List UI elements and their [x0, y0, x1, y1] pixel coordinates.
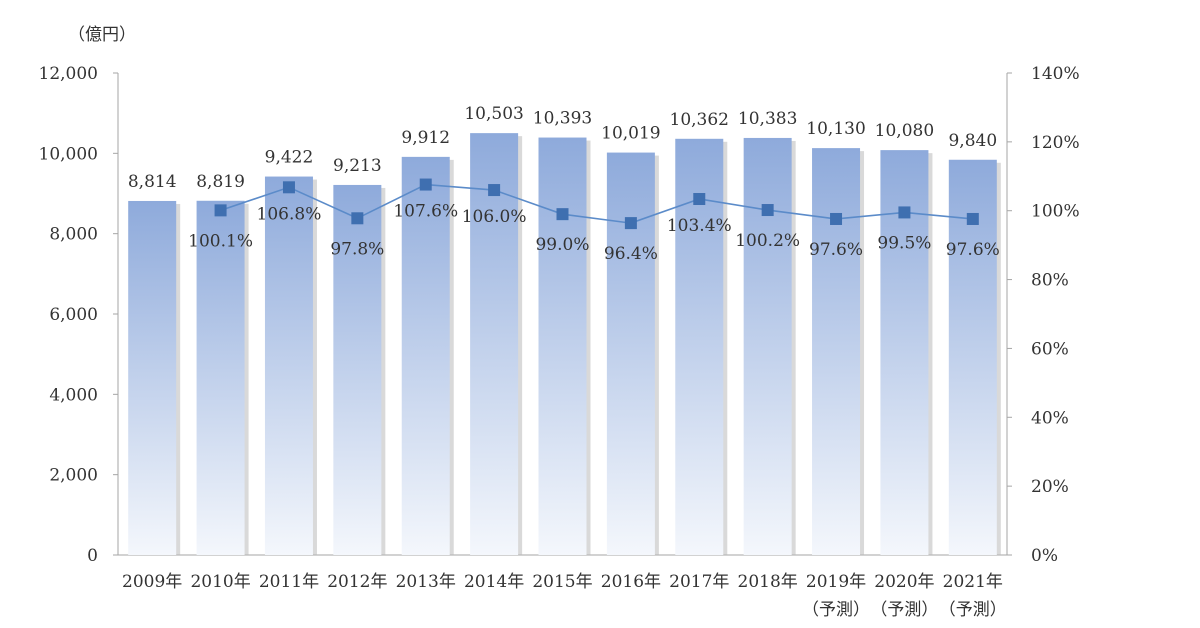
y-axis-unit-label: （億円） [68, 25, 136, 45]
right-axis-tick-label: 0% [1031, 546, 1058, 566]
growth-rate-marker [351, 212, 364, 225]
bar-value-label: 9,912 [401, 128, 450, 148]
growth-rate-marker [282, 181, 295, 194]
x-axis-category-label: 2012年 [327, 572, 387, 592]
growth-rate-line [214, 178, 979, 230]
right-axis-tick-label: 40% [1031, 408, 1069, 428]
bar-value-label: 9,213 [333, 156, 382, 176]
growth-rate-marker [693, 193, 706, 206]
x-axis-category-note: （予測） [939, 600, 1007, 620]
growth-rate-label: 99.0% [535, 235, 589, 255]
right-axis-tick-label: 100% [1031, 202, 1080, 222]
x-axis-category-label: 2010年 [190, 572, 250, 592]
axes: 0 2,000 4,000 6,000 8,000 10,000 12,000 0% 20% 40… [39, 64, 1080, 566]
x-axis-category-note: （予測） [870, 600, 938, 620]
bar-value-label: 8,814 [128, 172, 177, 192]
growth-rate-marker [556, 208, 569, 221]
left-axis-tick-label: 12,000 [39, 64, 98, 84]
right-axis-tick-label: 140% [1031, 64, 1080, 84]
left-axis-tick-label: 6,000 [49, 305, 98, 325]
bar-value-label: 9,422 [265, 148, 314, 168]
growth-rate-marker [488, 184, 501, 197]
x-axis-category-note: （予測） [802, 600, 870, 620]
bar-value-label: 10,383 [738, 109, 797, 129]
bar-value-label: 10,362 [670, 110, 729, 130]
right-axis-tick-label: 120% [1031, 133, 1080, 153]
bars [128, 133, 1001, 556]
bar [743, 137, 792, 555]
bar-value-label: 10,019 [601, 124, 660, 144]
x-axis-category-label: 2014年 [464, 572, 524, 592]
growth-rate-marker [966, 212, 979, 225]
x-axis-category-label: 2016年 [601, 572, 661, 592]
left-axis-tick-label: 4,000 [49, 385, 98, 405]
growth-rate-label: 96.4% [604, 244, 658, 264]
left-axis-tick-label: 2,000 [49, 466, 98, 486]
x-axis-category-label: 2009年 [122, 572, 182, 592]
x-axis-category-label: 2013年 [396, 572, 456, 592]
growth-rate-label: 107.6% [393, 202, 458, 222]
x-axis-category-label: 2018年 [738, 572, 798, 592]
bar [128, 200, 177, 555]
x-axis-category-label: 2017年 [669, 572, 729, 592]
bar-value-label: 9,840 [948, 131, 997, 151]
growth-rate-marker [761, 204, 774, 217]
x-axis-category-label: 2011年 [259, 572, 319, 592]
growth-rate-label: 106.0% [462, 207, 527, 227]
bar [948, 159, 997, 555]
growth-rate-marker [419, 178, 432, 191]
growth-rate-label: 97.8% [330, 239, 384, 259]
growth-rate-label: 103.4% [667, 216, 732, 236]
bar [333, 184, 382, 555]
bar-value-label: 10,393 [533, 109, 592, 129]
bar-value-label: 10,503 [464, 104, 523, 124]
growth-rate-marker [830, 212, 843, 225]
growth-rate-label: 97.6% [809, 240, 863, 260]
bar [675, 138, 724, 555]
left-axis-tick-label: 0 [87, 546, 98, 566]
right-axis-tick-label: 60% [1031, 339, 1069, 359]
growth-rate-label: 100.1% [188, 231, 253, 251]
bar-value-label: 8,819 [196, 172, 245, 192]
growth-rate-label: 97.6% [946, 240, 1000, 260]
bar [812, 148, 861, 555]
growth-rate-marker [898, 206, 911, 219]
x-axis-category-label: 2015年 [532, 572, 592, 592]
left-axis-tick-label: 8,000 [49, 225, 98, 245]
bar-value-label: 10,130 [806, 119, 865, 139]
bar [538, 137, 587, 555]
growth-rate-label: 106.8% [257, 204, 322, 224]
growth-rate-label: 100.2% [735, 231, 800, 251]
right-axis-tick-label: 20% [1031, 477, 1069, 497]
bar-value-label: 10,080 [875, 121, 934, 141]
bar [401, 156, 450, 556]
x-axis-category-label: 2019年 [806, 572, 866, 592]
right-axis-tick-label: 80% [1031, 271, 1069, 291]
bar [470, 133, 519, 555]
bar [606, 152, 655, 555]
growth-rate-line-path [220, 183, 973, 224]
bar [196, 200, 245, 555]
x-axis-category-label: 2021年 [943, 572, 1003, 592]
data-labels: 2009年 2010年 2011年 2012年 2013年 2014年 2015年 2016年… [122, 104, 1007, 620]
growth-rate-marker [214, 204, 227, 217]
x-axis-category-label: 2020年 [874, 572, 934, 592]
growth-rate-marker [624, 217, 637, 230]
bar [264, 176, 313, 555]
growth-rate-label: 99.5% [877, 233, 931, 253]
left-axis-tick-label: 10,000 [39, 144, 98, 164]
